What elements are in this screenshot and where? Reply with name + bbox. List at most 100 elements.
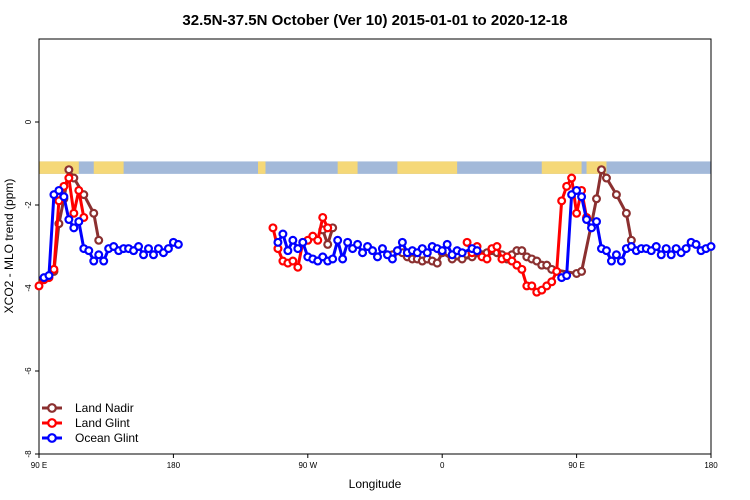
y-tick-label: -8 xyxy=(24,450,33,458)
chart-title: 32.5N-37.5N October (Ver 10) 2015-01-01 … xyxy=(182,12,567,29)
data-point xyxy=(596,165,606,175)
data-point xyxy=(656,250,666,260)
data-point xyxy=(681,244,691,254)
data-point xyxy=(313,235,323,245)
data-point xyxy=(69,208,79,218)
data-point xyxy=(432,258,442,268)
data-point xyxy=(527,281,537,291)
legend-item: Land Nadir xyxy=(42,401,134,415)
data-point xyxy=(34,281,44,291)
data-point xyxy=(592,194,602,204)
legend-swatch-marker xyxy=(47,418,57,428)
series-layer xyxy=(34,165,716,297)
data-point xyxy=(651,242,661,252)
data-point xyxy=(144,244,154,254)
data-point xyxy=(64,165,74,175)
surface-band xyxy=(39,161,711,174)
data-point xyxy=(572,185,582,195)
data-point xyxy=(353,239,363,249)
series-line xyxy=(43,188,179,280)
x-tick-label: 90 W xyxy=(298,461,317,470)
data-point xyxy=(94,250,104,260)
x-axis: 90 E 180 90 W 0 90 E 180 xyxy=(31,454,718,470)
data-point xyxy=(89,208,99,218)
data-point xyxy=(562,181,572,191)
data-point xyxy=(298,237,308,247)
series-ocean-glint xyxy=(39,185,716,283)
legend-swatch-marker xyxy=(47,433,57,443)
y-tick-label: 0 xyxy=(24,119,33,124)
data-point xyxy=(74,185,84,195)
data-point xyxy=(328,254,338,264)
data-point xyxy=(392,246,402,256)
data-point xyxy=(587,223,597,233)
data-point xyxy=(517,264,527,274)
data-point xyxy=(517,246,527,256)
data-point xyxy=(293,262,303,272)
data-point xyxy=(397,237,407,247)
data-point xyxy=(74,217,84,227)
legend-item: Land Glint xyxy=(42,416,130,430)
data-point xyxy=(343,237,353,247)
data-point xyxy=(482,254,492,264)
data-point xyxy=(577,192,587,202)
data-point xyxy=(139,250,149,260)
data-point xyxy=(577,266,587,276)
data-point xyxy=(706,242,716,252)
land-band-segment xyxy=(93,161,124,174)
legend-label: Land Nadir xyxy=(75,401,134,415)
data-point xyxy=(666,250,676,260)
data-point xyxy=(547,277,557,287)
data-point xyxy=(69,223,79,233)
data-point xyxy=(567,173,577,183)
y-axis: 0 -2 -4 -6 -8 xyxy=(24,119,39,458)
data-point xyxy=(462,237,472,247)
y-tick-label: -4 xyxy=(24,284,33,292)
data-point xyxy=(691,239,701,249)
data-point xyxy=(293,244,303,254)
x-axis-label: Longitude xyxy=(349,477,402,491)
data-point xyxy=(163,244,173,254)
data-point xyxy=(64,215,74,225)
data-point xyxy=(377,244,387,254)
data-point xyxy=(442,239,452,249)
data-point xyxy=(557,196,567,206)
data-point xyxy=(44,271,54,281)
data-point xyxy=(582,215,592,225)
data-point xyxy=(437,246,447,256)
data-point xyxy=(173,239,183,249)
data-point xyxy=(611,190,621,200)
ocean-band xyxy=(39,161,711,174)
data-point xyxy=(606,256,616,266)
legend-swatch-marker xyxy=(47,403,57,413)
land-band-segment xyxy=(337,161,358,174)
data-point xyxy=(372,252,382,262)
y-axis-label: XCO2 - MLO trend (ppm) xyxy=(2,179,16,314)
data-point xyxy=(562,271,572,281)
legend-label: Land Glint xyxy=(75,416,130,430)
data-point xyxy=(283,246,293,256)
data-point xyxy=(601,173,611,183)
x-tick-label: 180 xyxy=(167,461,181,470)
land-band-segment xyxy=(258,161,266,174)
data-point xyxy=(592,217,602,227)
data-point xyxy=(387,254,397,264)
data-point xyxy=(99,256,109,266)
data-point xyxy=(472,246,482,256)
data-point xyxy=(661,244,671,254)
x-tick-label: 90 E xyxy=(568,461,584,470)
data-point xyxy=(358,248,368,258)
y-tick-label: -2 xyxy=(24,201,33,209)
data-point xyxy=(318,212,328,222)
data-point xyxy=(323,223,333,233)
data-point xyxy=(64,173,74,183)
data-point xyxy=(333,235,343,245)
data-point xyxy=(59,192,69,202)
series-land-glint xyxy=(34,173,592,297)
data-point xyxy=(288,235,298,245)
data-point xyxy=(611,250,621,260)
data-point xyxy=(601,246,611,256)
data-point xyxy=(148,250,158,260)
